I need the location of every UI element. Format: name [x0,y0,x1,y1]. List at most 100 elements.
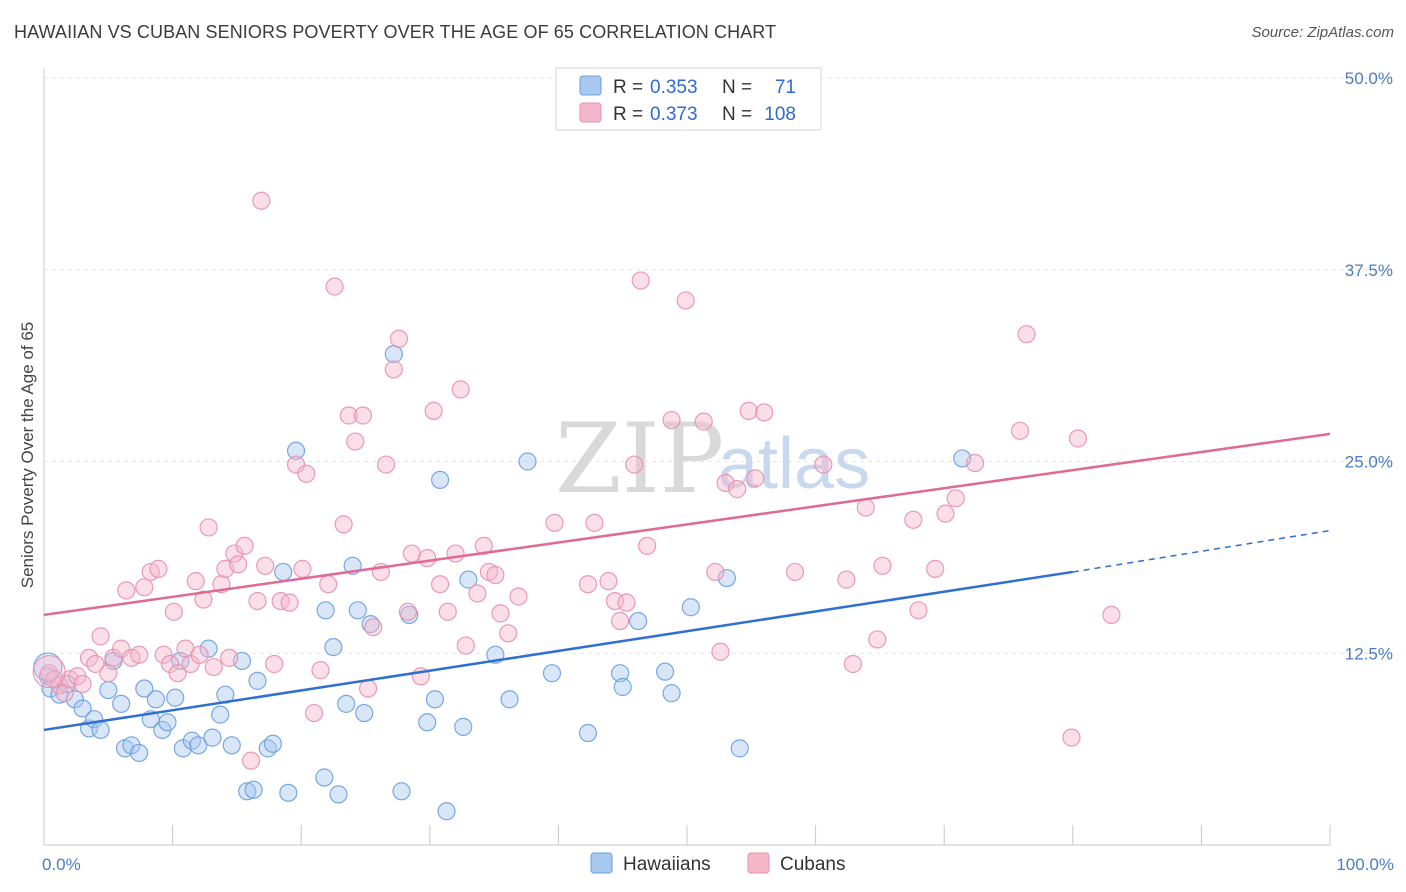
point-hawaiians-52 [425,690,445,709]
point-cubans-12 [112,639,131,658]
point-cubans-70 [468,584,487,603]
point-cubans-15 [130,645,149,664]
point-cluster-cubans [32,655,66,689]
point-cubans-41 [271,591,290,611]
point-hawaiians-26 [203,728,222,747]
point-hawaiians-9 [99,680,118,700]
point-cubans-49 [325,277,344,296]
point-hawaiians-35 [263,734,283,753]
chart-title: HAWAIIAN VS CUBAN SENIORS POVERTY OVER T… [14,22,777,42]
point-hawaiians-20 [166,688,185,707]
trend-line-cubans [43,432,1331,617]
x-tick-label-1: 100.0% [1336,855,1394,874]
point-hawaiians-41 [324,638,343,657]
point-hawaiians-33 [248,671,267,690]
point-cubans-60 [398,602,418,621]
point-cubans-6 [73,674,92,694]
legend-n-label-2: N = [722,104,752,125]
stats-legend: R = 0.353 N = 71 R = 0.373 N = 108 [555,67,822,131]
point-cubans-102 [868,630,887,649]
point-hawaiians-63 [613,677,632,697]
point-hawaiians-58 [500,690,519,709]
point-cubans-50 [334,515,353,534]
point-cubans-58 [384,360,403,379]
point-cubans-103 [873,556,892,575]
point-hawaiians-46 [355,703,374,723]
point-cubans-40 [265,654,284,674]
point-hawaiians-24 [189,736,208,755]
point-cubans-43 [286,455,306,474]
x-tick-label-0: 0.0% [42,855,81,874]
point-cubans-104 [904,510,923,529]
point-cubans-66 [438,602,457,621]
point-cubans-96 [755,403,774,422]
point-cubans-61 [402,544,421,563]
point-cubans-52 [346,432,365,451]
trend-line-hawaiians-extension [1072,529,1331,573]
point-hawaiians-15 [135,679,154,698]
point-cubans-64 [424,401,443,420]
y-tick-label-1: 25.0% [1345,453,1393,472]
legend-r-label-2: R = [613,104,643,125]
point-cubans-98 [814,455,833,474]
point-hawaiians-62 [611,664,630,683]
chart-source: Source: ZipAtlas.com [1251,24,1394,41]
point-hawaiians-14 [130,743,149,763]
point-hawaiians-8 [91,720,110,740]
point-cubans-39 [256,556,275,575]
legend-swatch-hawaiians [579,75,602,96]
point-hawaiians-67 [681,598,700,617]
point-cubans-71 [474,536,493,555]
point-cubans-105 [909,601,928,620]
point-cubans-8 [86,654,105,674]
point-hawaiians-42 [329,785,348,804]
point-cubans-85 [631,271,650,290]
point-cubans-11 [104,648,123,667]
point-hawaiians-25 [199,639,218,658]
point-hawaiians-54 [437,802,456,821]
point-cubans-73 [486,565,505,585]
watermark: ZIP atlas [555,403,870,515]
point-cubans-91 [711,642,730,661]
point-hawaiians-5 [73,699,92,718]
point-hawaiians-32 [244,780,263,799]
point-cubans-10 [99,664,118,683]
legend-r-label-1: R = [613,77,643,98]
point-cubans-59 [389,329,409,348]
point-cubans-67 [446,544,465,563]
point-hawaiians-31 [238,782,257,801]
point-cubans-82 [611,611,630,631]
point-cubans-57 [376,455,396,474]
point-cubans-54 [358,679,378,698]
point-cubans-53 [353,406,373,425]
point-hawaiians-59 [518,452,537,471]
point-hawaiians-29 [222,736,241,755]
point-cubans-68 [451,380,470,399]
point-hawaiians-36 [274,562,293,582]
point-cubans-47 [311,661,330,680]
watermark-zip: ZIP [555,403,724,515]
point-hawaiians-50 [400,605,419,625]
point-cubans-79 [585,513,604,532]
point-hawaiians-66 [662,684,681,703]
point-cubans-22 [168,664,187,683]
point-cubans-27 [194,590,213,609]
y-tick-label-3: 50.0% [1345,69,1393,88]
point-cubans-99 [837,570,856,589]
point-cubans-16 [135,578,154,597]
point-hawaiians-19 [158,713,177,732]
point-hawaiians-60 [542,664,562,683]
watermark-atlas: atlas [718,424,870,504]
point-cubans-42 [280,593,299,612]
point-hawaiians-47 [361,615,380,634]
point-cubans-45 [297,464,316,483]
point-cubans-113 [1068,429,1088,448]
point-cubans-48 [319,575,338,594]
point-cubans-83 [617,593,636,612]
point-cubans-97 [785,562,805,582]
point-hawaiians-48 [384,345,403,364]
point-hawaiians-40 [316,601,335,620]
point-cubans-111 [1017,325,1036,344]
trend-lines [43,432,1331,732]
